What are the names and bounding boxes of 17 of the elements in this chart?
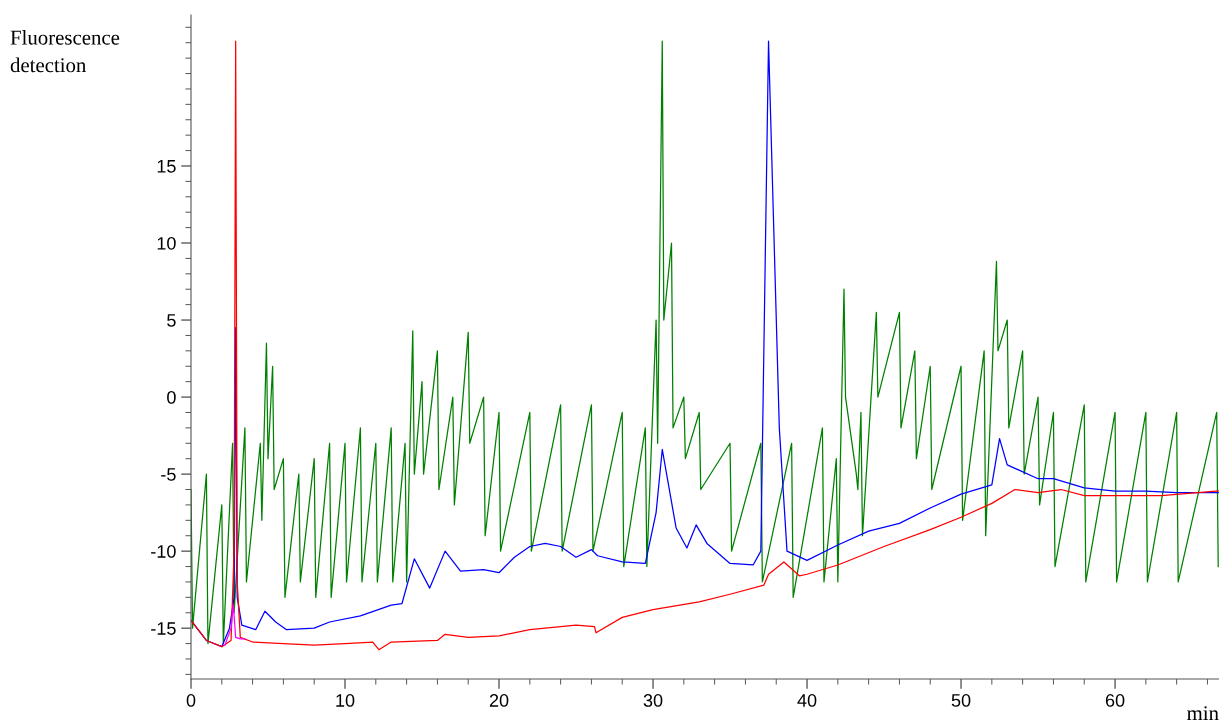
y-tick-label: 10 — [157, 236, 176, 250]
x-tick-label: 20 — [489, 694, 509, 707]
y-tick-label: 5 — [167, 314, 176, 327]
x-tick-label: 60 — [1105, 694, 1125, 707]
y-axis-title: Fluorescence detection — [10, 30, 120, 73]
y-tick-label: -15 — [151, 622, 176, 635]
x-tick-label: 30 — [643, 694, 663, 707]
y-tick-label: -5 — [161, 468, 176, 481]
x-tick-label: 0 — [186, 694, 196, 707]
y-tick-label: -10 — [151, 545, 176, 558]
y-tick-label: 0 — [167, 391, 176, 404]
line-series — [224, 604, 246, 646]
x-axis-title: min — [1187, 706, 1219, 721]
y-tick-label: 15 — [157, 160, 176, 173]
x-tick-label: 10 — [336, 694, 355, 707]
x-tick-label: 50 — [951, 694, 971, 707]
x-tick-label: 40 — [797, 694, 817, 707]
